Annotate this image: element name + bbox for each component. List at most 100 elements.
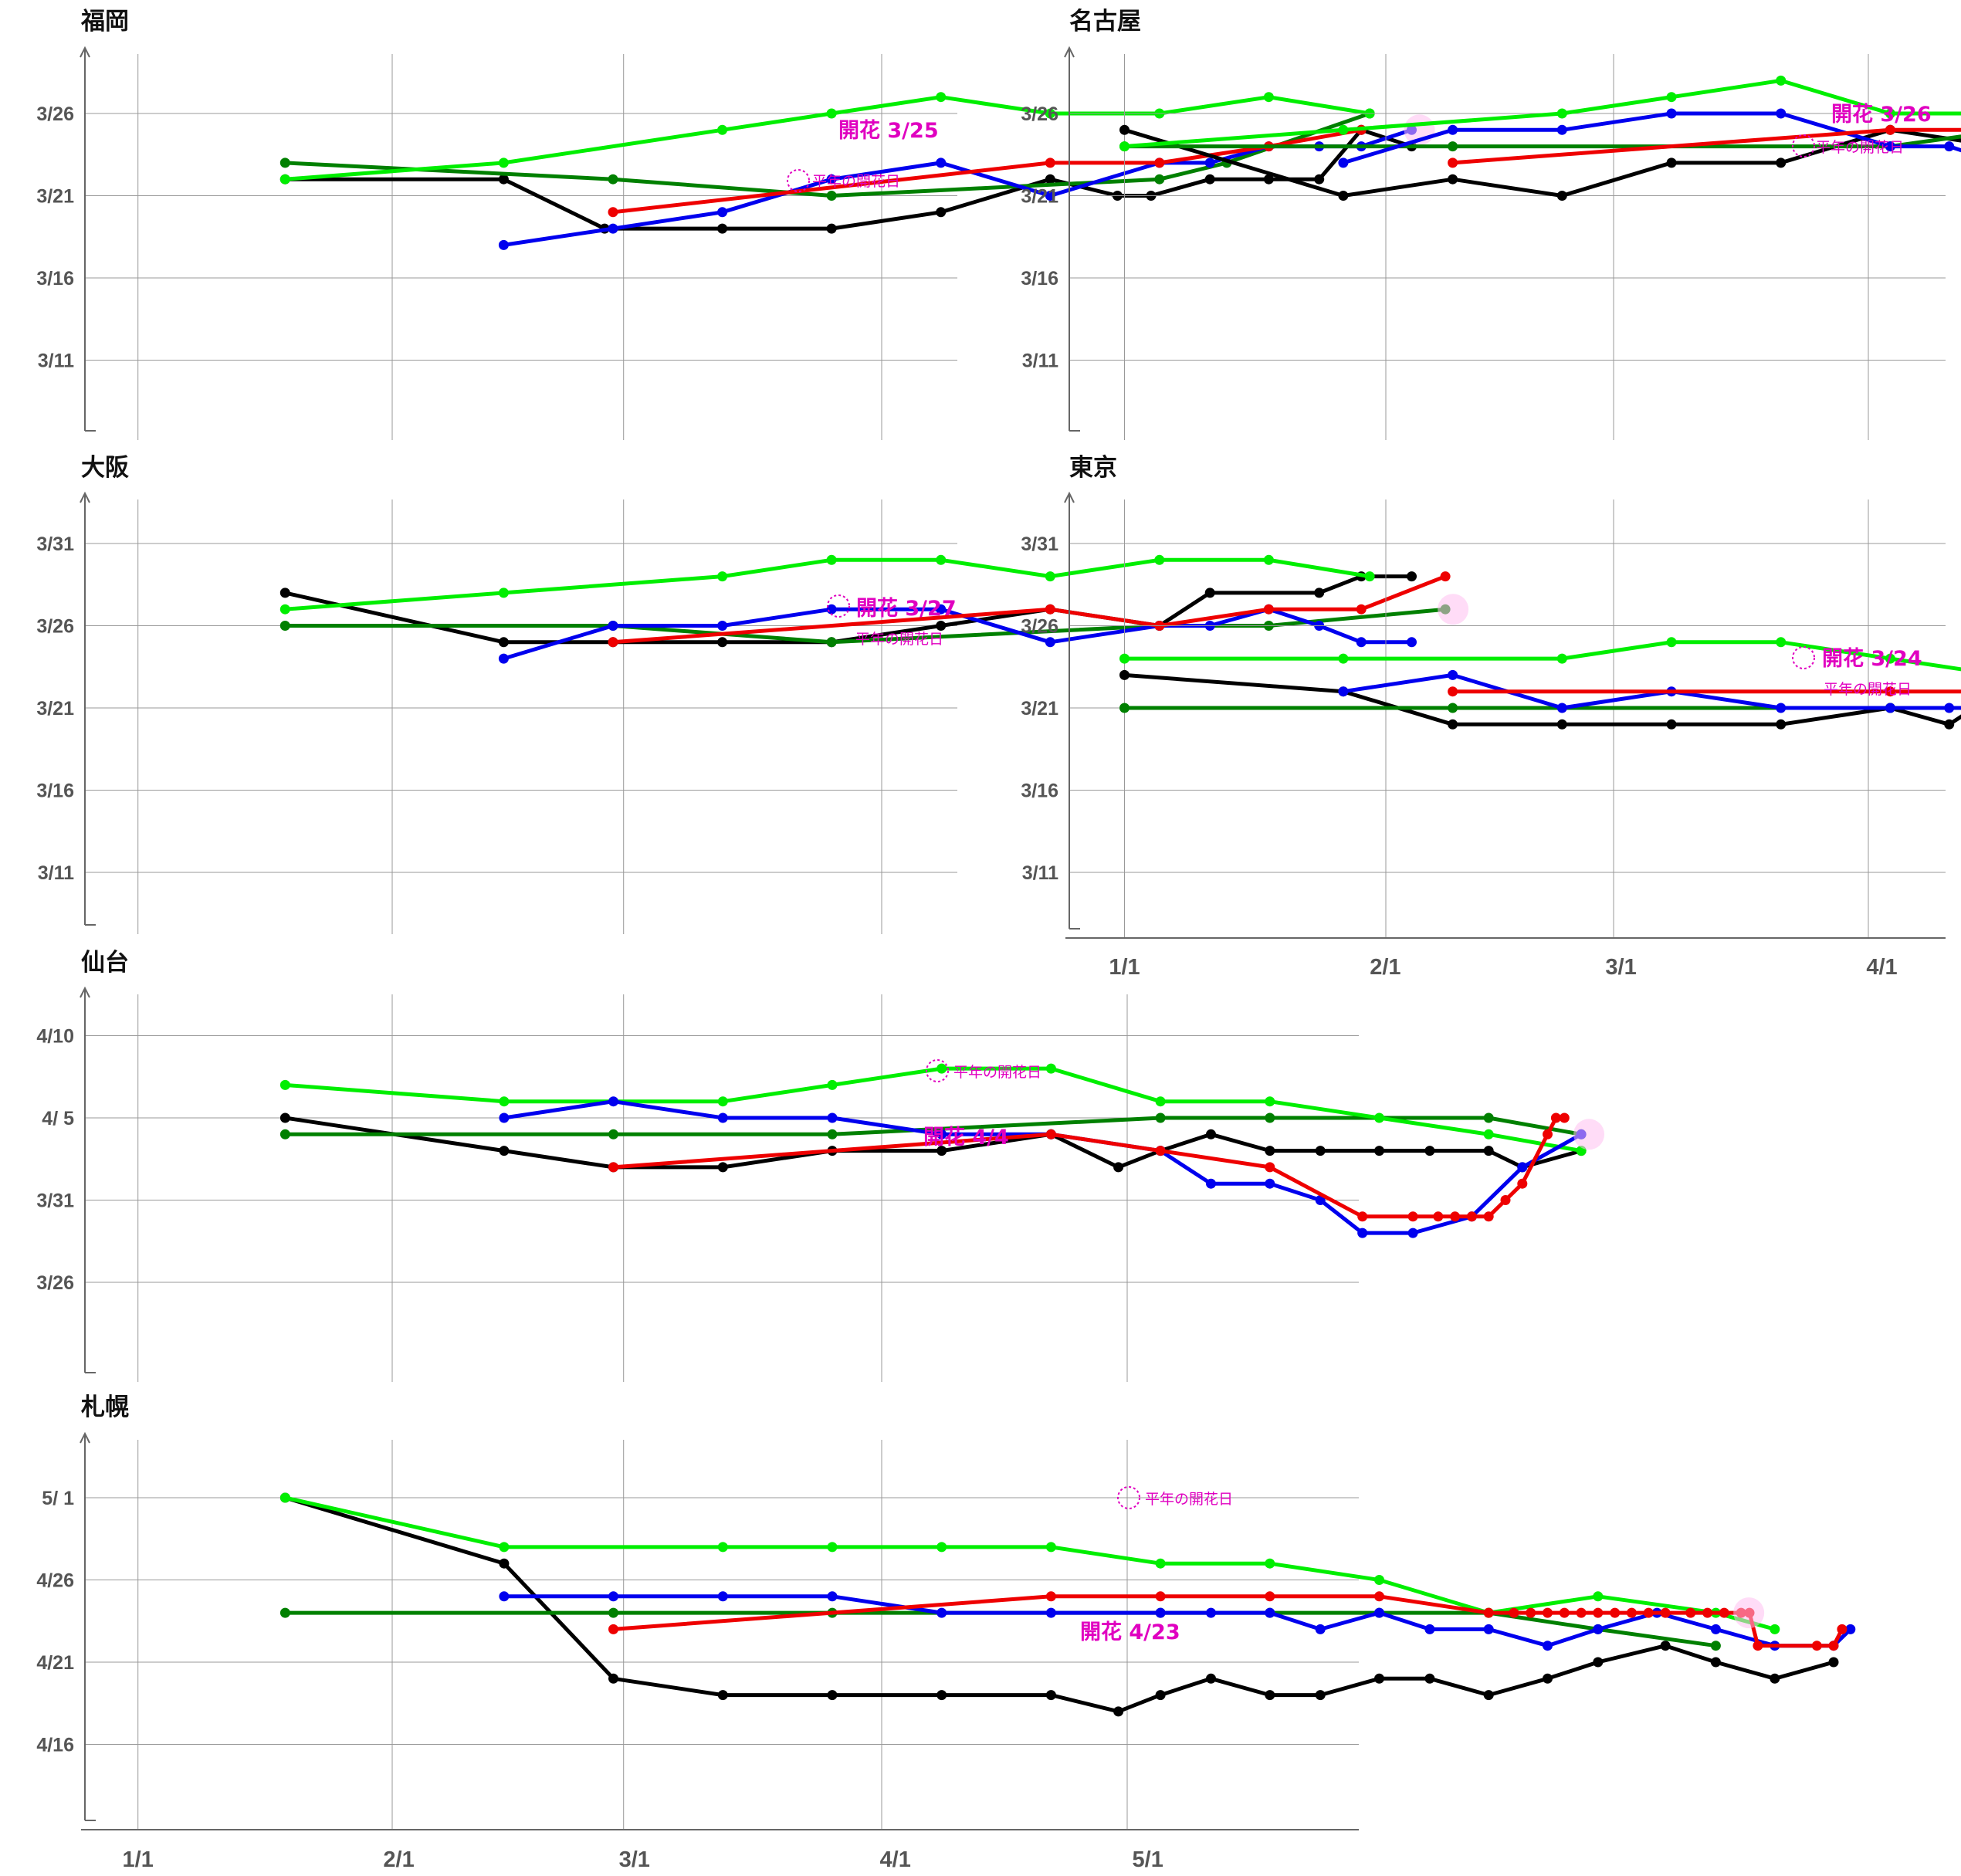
- data-point: [1448, 719, 1458, 730]
- series-blue: [1338, 108, 1961, 168]
- y-tick-label: 3/21: [36, 186, 74, 208]
- series-light_green: [279, 554, 1375, 615]
- data-point: [1448, 124, 1458, 135]
- data-point: [1483, 1624, 1494, 1634]
- data-point: [1155, 1591, 1166, 1602]
- data-point: [1424, 1673, 1435, 1684]
- data-point: [1660, 1607, 1671, 1618]
- data-point: [1685, 1607, 1696, 1618]
- data-point: [608, 1162, 618, 1173]
- data-point: [1885, 686, 1895, 697]
- normal-date-label: 平年の開花日: [1816, 139, 1904, 156]
- data-point: [1845, 1624, 1856, 1634]
- data-point: [1045, 1607, 1056, 1618]
- data-point: [279, 1607, 290, 1618]
- y-tick-label: 3/21: [1021, 698, 1058, 720]
- normal-date-marker-icon: [1792, 134, 1815, 157]
- normal-date-marker-icon: [1792, 646, 1815, 669]
- data-point: [717, 1542, 728, 1553]
- data-point: [1045, 1129, 1056, 1139]
- x-tick-label: 5/1: [1133, 1847, 1163, 1872]
- data-point: [1407, 637, 1417, 648]
- data-point: [1556, 719, 1567, 730]
- y-tick-label: 3/26: [1021, 616, 1058, 638]
- data-point: [936, 554, 947, 565]
- data-point: [608, 621, 618, 631]
- data-point: [1610, 1607, 1621, 1618]
- data-point: [1811, 1641, 1822, 1651]
- data-point: [827, 1079, 838, 1090]
- series-line: [1452, 689, 1961, 694]
- data-point: [608, 1129, 618, 1139]
- data-point: [1593, 1624, 1604, 1634]
- data-point: [936, 1690, 947, 1701]
- normal-date-marker-icon: [827, 594, 850, 618]
- data-point: [1155, 1112, 1166, 1123]
- data-point: [1315, 1624, 1326, 1634]
- data-point: [826, 191, 837, 201]
- y-tick-label: 3/26: [36, 1272, 74, 1294]
- data-point: [936, 207, 947, 218]
- data-point: [1770, 1624, 1780, 1634]
- data-point: [1776, 75, 1787, 86]
- data-point: [827, 1112, 838, 1123]
- series-red: [1448, 124, 1961, 168]
- data-point: [1710, 1657, 1721, 1668]
- data-point: [1374, 1607, 1384, 1618]
- y-tick-label: 3/31: [1021, 533, 1058, 555]
- data-point: [1483, 1112, 1494, 1123]
- data-point: [717, 223, 728, 234]
- data-point: [1045, 157, 1055, 168]
- data-point: [1119, 703, 1130, 713]
- data-point: [499, 1542, 510, 1553]
- data-point: [1702, 1607, 1713, 1618]
- data-point: [1357, 1228, 1368, 1238]
- data-point: [936, 604, 947, 615]
- data-point: [826, 554, 837, 565]
- data-point: [1526, 1607, 1536, 1618]
- series-line: [503, 607, 1412, 661]
- x-tick-label: 4/1: [880, 1847, 911, 1872]
- x-tick-label: 4/1: [1866, 955, 1897, 980]
- data-point: [1119, 653, 1130, 664]
- x-tick-label: 2/1: [383, 1847, 414, 1872]
- data-point: [1643, 1607, 1654, 1618]
- x-tick-label: 2/1: [1370, 955, 1400, 980]
- data-point: [608, 1624, 618, 1634]
- data-point: [1045, 571, 1055, 582]
- data-point: [1113, 1706, 1124, 1717]
- data-point: [1314, 588, 1325, 598]
- data-point: [499, 1591, 510, 1602]
- data-point: [1450, 1211, 1461, 1222]
- data-point: [1543, 1129, 1553, 1139]
- data-point: [1374, 1146, 1384, 1156]
- series-line: [503, 1594, 1852, 1648]
- data-point: [1113, 1162, 1124, 1173]
- data-point: [1265, 1591, 1275, 1602]
- bloom-marker: [1573, 1119, 1605, 1150]
- data-point: [827, 1690, 838, 1701]
- data-point: [1338, 157, 1349, 168]
- data-point: [1556, 703, 1567, 713]
- data-point: [1263, 554, 1274, 565]
- data-point: [1045, 1690, 1056, 1701]
- data-point: [498, 653, 509, 664]
- series-light_green: [279, 1063, 1587, 1156]
- data-point: [1885, 124, 1895, 135]
- series-light_green: [1119, 637, 1961, 672]
- data-point: [717, 1591, 728, 1602]
- bloom-label: 開花 4/4: [923, 1126, 1009, 1150]
- panel-title: 札幌: [81, 1393, 129, 1421]
- data-point: [1263, 604, 1274, 615]
- data-point: [1500, 1195, 1511, 1205]
- normal-date-label: 平年の開花日: [855, 631, 943, 648]
- data-point: [499, 1146, 510, 1156]
- data-point: [1364, 571, 1375, 582]
- data-point: [826, 223, 837, 234]
- data-point: [1509, 1607, 1519, 1618]
- series-red: [1448, 686, 1961, 697]
- data-point: [498, 239, 509, 250]
- data-point: [1433, 1211, 1444, 1222]
- data-point: [1265, 1690, 1275, 1701]
- data-point: [498, 157, 509, 168]
